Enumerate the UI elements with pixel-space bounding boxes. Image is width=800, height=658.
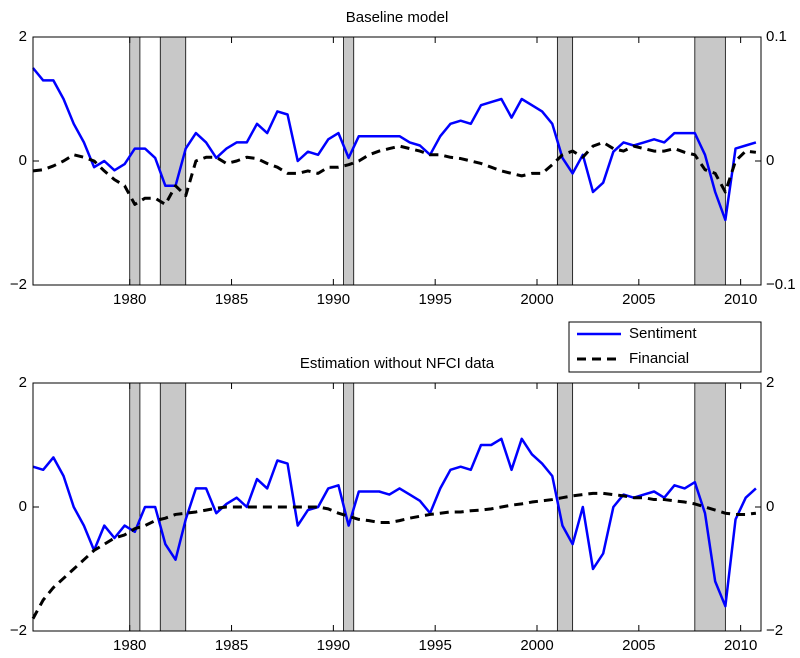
- series-line: [32, 140, 757, 206]
- plot-frame: [32, 382, 762, 632]
- x-tick-label: 2005: [622, 291, 655, 308]
- x-tick-label: 1980: [113, 291, 146, 308]
- x-tick-label: 1985: [215, 637, 248, 654]
- x-tick-label: 1980: [113, 637, 146, 654]
- recession-band: [129, 382, 141, 632]
- y2-tick-label: 0: [766, 152, 774, 169]
- chart-title: Estimation without NFCI data: [300, 355, 495, 372]
- x-tick-label: 1995: [418, 291, 451, 308]
- recession-band: [343, 36, 355, 286]
- series-line: [31, 491, 757, 620]
- x-tick-label: 2005: [622, 637, 655, 654]
- legend-label: Financial: [629, 350, 689, 367]
- y2-tick-label: −2: [766, 622, 783, 639]
- y2-tick-label: 0.1: [766, 28, 787, 45]
- legend-label: Sentiment: [629, 325, 697, 342]
- legend-box: [568, 321, 762, 373]
- y-tick-label: −2: [10, 622, 27, 639]
- y-tick-label: −2: [10, 276, 27, 293]
- y2-tick-label: −0.1: [766, 276, 796, 293]
- x-tick-label: 1990: [317, 637, 350, 654]
- series-line: [32, 67, 757, 222]
- x-tick-label: 2010: [724, 291, 757, 308]
- y-tick-label: 0: [19, 152, 27, 169]
- x-tick-label: 1985: [215, 291, 248, 308]
- y-tick-label: 0: [19, 498, 27, 515]
- y2-tick-label: 2: [766, 374, 774, 391]
- x-tick-label: 2000: [520, 291, 553, 308]
- recession-band: [694, 36, 726, 286]
- recession-band: [129, 36, 141, 286]
- x-tick-label: 1990: [317, 291, 350, 308]
- y2-tick-label: 0: [766, 498, 774, 515]
- x-tick-label: 2000: [520, 637, 553, 654]
- x-tick-label: 2010: [724, 637, 757, 654]
- plot-frame: [32, 36, 762, 286]
- chart-title: Baseline model: [346, 9, 449, 26]
- y-tick-label: 2: [19, 28, 27, 45]
- series-line: [32, 437, 757, 608]
- recession-band: [159, 382, 187, 632]
- x-tick-label: 1995: [418, 637, 451, 654]
- y-tick-label: 2: [19, 374, 27, 391]
